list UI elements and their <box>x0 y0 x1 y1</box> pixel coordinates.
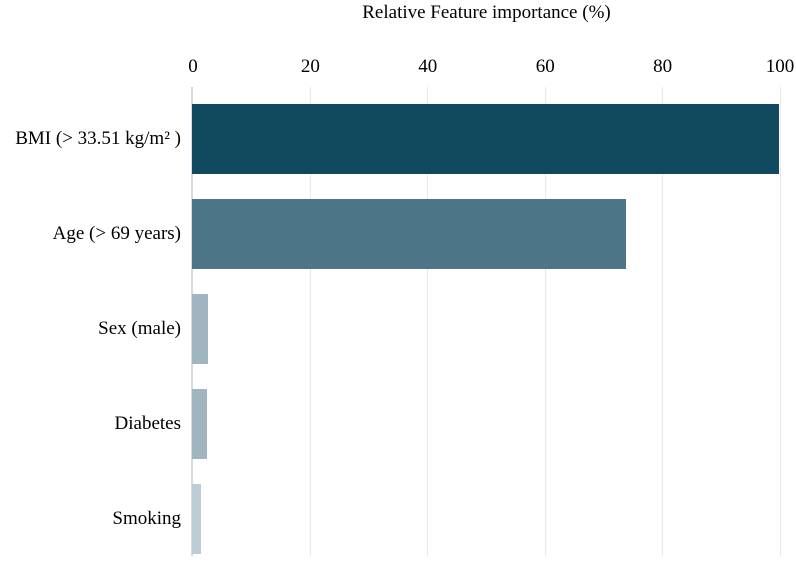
bar <box>192 484 201 554</box>
gridline <box>545 87 546 556</box>
gridline <box>310 87 311 556</box>
category-label: Diabetes <box>114 413 181 434</box>
gridline <box>662 87 663 556</box>
x-tick-label: 100 <box>765 56 795 77</box>
bar <box>192 389 207 459</box>
bar <box>192 104 779 174</box>
x-tick-label: 60 <box>535 56 555 77</box>
category-label: Age (> 69 years) <box>52 223 181 244</box>
gridline <box>427 87 428 556</box>
category-label: BMI (> 33.51 kg/m² ) <box>15 128 181 149</box>
x-tick-label: 20 <box>300 56 320 77</box>
bar <box>192 199 626 269</box>
bar <box>192 294 208 364</box>
x-tick-label: 40 <box>418 56 438 77</box>
category-label: Sex (male) <box>98 318 181 339</box>
category-label: Smoking <box>112 508 181 529</box>
gridline <box>780 87 781 556</box>
x-tick-label: 80 <box>653 56 673 77</box>
x-tick-label: 0 <box>188 56 198 77</box>
chart-title: Relative Feature importance (%) <box>362 2 611 23</box>
